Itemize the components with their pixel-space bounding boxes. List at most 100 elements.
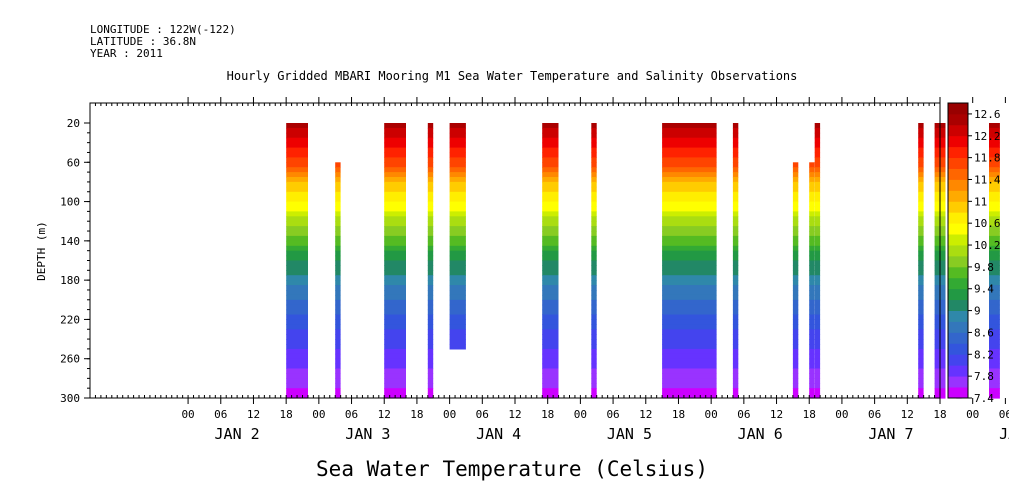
data-cell [542,240,559,247]
data-cell [286,339,308,345]
colorbar-swatch [948,332,968,344]
data-cell [384,329,406,335]
data-cell [662,319,717,325]
data-cell [814,329,821,335]
data-cell [542,280,559,286]
data-cell [989,201,1000,208]
data-cell [542,221,559,227]
data-cell [814,314,821,320]
y-tick-label: 140 [60,235,80,248]
data-cell [335,206,341,212]
data-cell [286,191,308,198]
data-cell [591,221,597,227]
data-cell [542,235,559,242]
data-cell [814,275,821,281]
year-label: YEAR : 2011 [90,47,163,60]
data-cell [662,132,717,139]
data-cell [918,123,924,129]
data-cell [384,123,406,129]
data-cell [814,231,821,237]
data-cell [542,339,559,345]
x-tick-label: 00 [835,408,848,421]
data-cell [989,186,1000,193]
data-cell [384,344,406,350]
data-cell [792,240,799,247]
data-cell [427,314,434,320]
data-cell [591,290,597,296]
data-cell [449,314,466,320]
data-cell [809,383,815,389]
data-cell [384,137,406,144]
data-cell [427,235,434,242]
data-cell [732,275,739,281]
data-cell [809,270,815,276]
data-cell [427,191,434,198]
data-cell [542,299,559,306]
metadata-block: LONGITUDE : 122W(-122) LATITUDE : 36.8N … [90,24,236,60]
data-cell [542,383,559,389]
data-cell [384,221,406,227]
data-cell [427,329,434,335]
data-cell [662,157,717,163]
data-cell [335,319,341,325]
data-cell [591,378,597,384]
data-cell [732,172,739,178]
data-cell [809,231,815,237]
colorbar-label: 12.6 [974,108,1001,121]
x-tick-label: 06 [606,408,619,421]
data-cell [286,290,308,296]
data-cell [449,299,466,306]
data-cell [335,388,341,394]
data-cell [384,353,406,360]
data-cell [989,388,1000,394]
data-cell [989,240,1000,247]
data-block [662,123,717,399]
colorbar-swatch [948,157,968,169]
data-cell [384,304,406,311]
data-cell [989,157,1000,163]
data-cell [591,177,597,183]
data-cell [814,290,821,296]
data-cell [384,132,406,139]
data-cell [989,353,1000,360]
data-cell [792,255,799,262]
data-cell [286,132,308,139]
data-cell [732,181,739,188]
data-cell [542,250,559,257]
data-cell [662,334,717,340]
data-cell [989,142,1000,149]
data-cell [449,177,466,183]
data-cell [809,378,815,384]
data-cell [542,181,559,188]
data-cell [792,280,799,286]
data-cell [662,137,717,144]
x-tick-label: 06 [214,408,227,421]
data-cell [542,344,559,350]
data-cell [384,363,406,370]
data-cell [814,226,821,232]
data-cell [286,196,308,203]
data-cell [286,285,308,291]
data-cell [809,206,815,212]
data-cell [792,299,799,306]
data-cell [591,265,597,271]
data-cell [591,127,597,134]
x-tick-label: 06 [737,408,750,421]
data-cell [591,181,597,188]
data-cell [732,368,739,374]
data-cell [809,294,815,301]
data-cell [542,270,559,276]
data-cell [591,334,597,340]
data-cell [814,177,821,183]
data-cell [918,216,924,222]
data-cell [335,177,341,183]
data-cell [814,167,821,173]
data-cell [918,265,924,271]
data-cell [662,285,717,291]
data-cell [286,231,308,237]
data-cell [809,211,815,217]
data-cell [591,186,597,193]
data-cell [662,304,717,311]
data-cell [427,358,434,365]
